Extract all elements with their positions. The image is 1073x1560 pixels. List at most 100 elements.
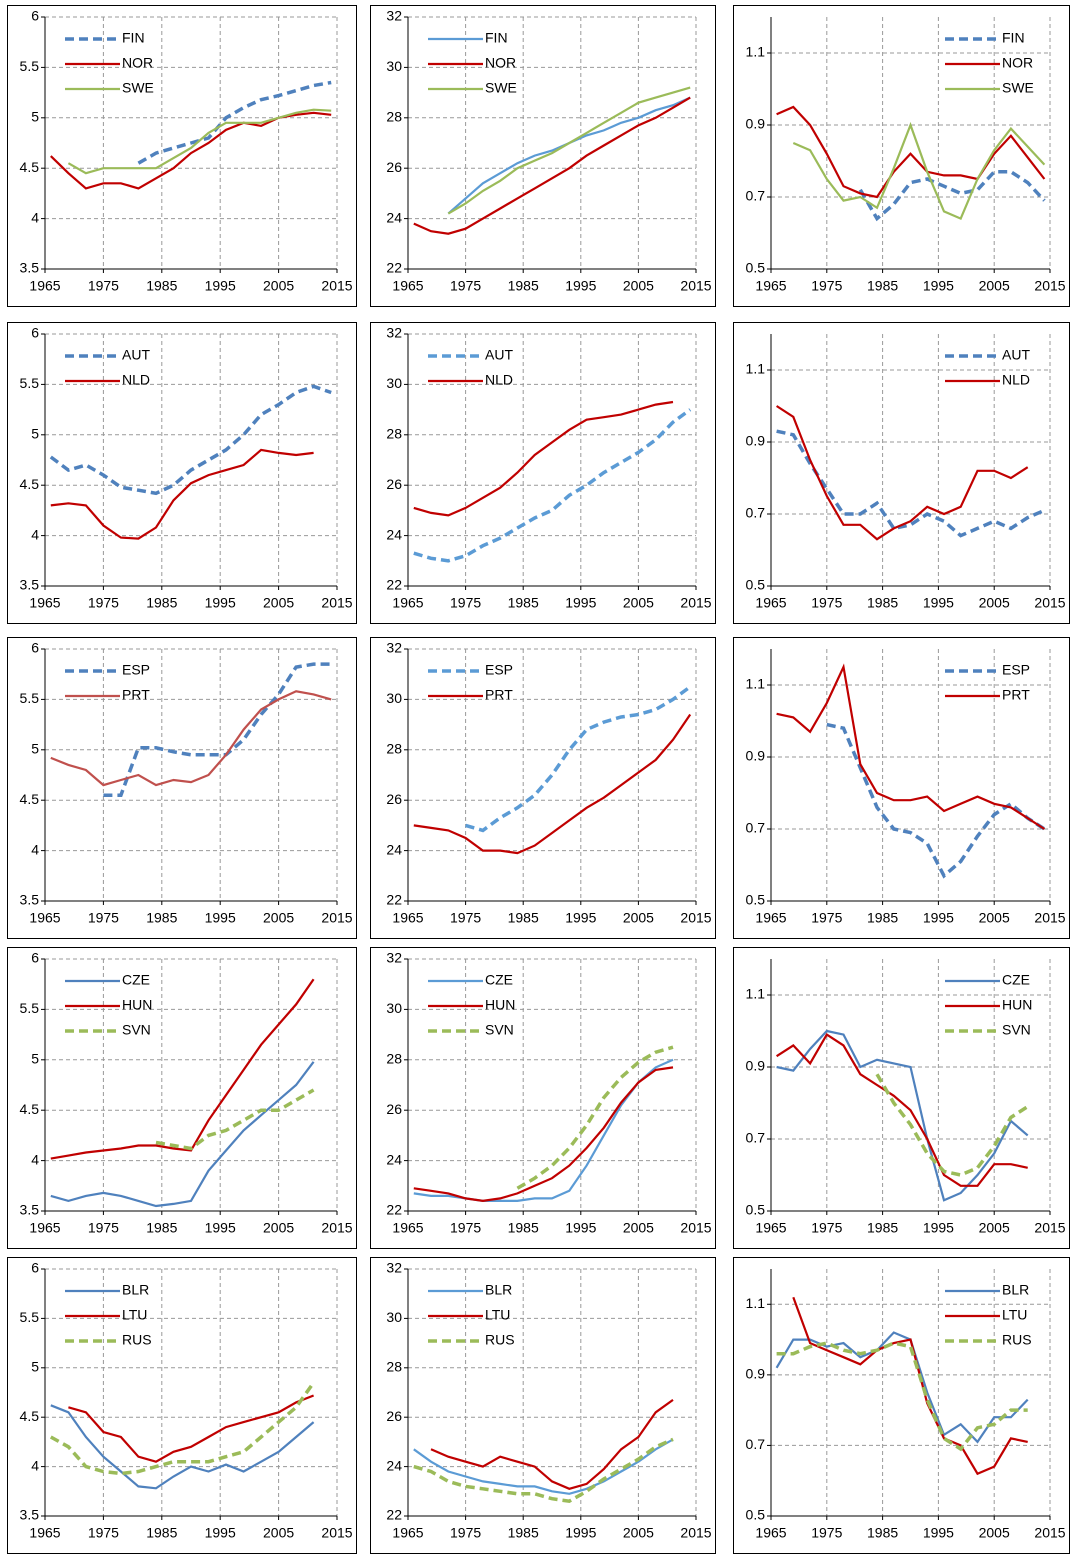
series-line: [155, 1088, 315, 1151]
y-tick-label: 4.5: [20, 476, 40, 492]
x-tick-label: 1975: [88, 595, 119, 611]
x-tick-label: 1995: [205, 910, 236, 926]
series-line: [776, 405, 1029, 541]
y-tick-label: 30: [386, 1309, 402, 1325]
legend-label: ESP: [122, 662, 150, 678]
panel-frame: [370, 1257, 716, 1554]
panel-frame: [733, 322, 1070, 624]
x-tick-label: 1985: [508, 595, 539, 611]
x-tick-label: 1975: [88, 278, 119, 294]
legend-label: RUS: [122, 1332, 152, 1348]
y-tick-label: 5.5: [20, 1309, 40, 1325]
legend-label: AUT: [122, 347, 150, 363]
series-line: [413, 713, 692, 855]
y-tick-label: 0.9: [746, 1058, 766, 1074]
y-tick-label: 32: [386, 1260, 402, 1276]
y-tick-label: 0.5: [746, 1202, 766, 1218]
x-tick-label: 2005: [979, 910, 1010, 926]
series-line: [413, 408, 692, 563]
y-tick-label: 32: [386, 640, 402, 656]
panel-frame: [370, 322, 716, 624]
y-tick-label: 4.5: [20, 1101, 40, 1117]
y-tick-label: 24: [386, 841, 402, 857]
legend-label: AUT: [485, 347, 513, 363]
y-tick-label: 30: [386, 1000, 402, 1016]
chart-panel: 22 24 26 28 30 32 1965 1975 1985 1995 2005 2015 BLR L…: [370, 1257, 716, 1554]
x-tick-label: 1965: [755, 910, 786, 926]
y-tick-label: 0.7: [746, 188, 766, 204]
x-tick-label: 2015: [321, 1220, 352, 1236]
x-tick-label: 1965: [29, 278, 60, 294]
series-line: [50, 448, 314, 540]
legend-label: FIN: [485, 30, 508, 46]
x-tick-label: 2015: [321, 910, 352, 926]
x-tick-label: 1975: [450, 1525, 481, 1541]
y-tick-label: 26: [386, 1408, 402, 1424]
series-line: [776, 429, 1046, 538]
legend-label: AUT: [1002, 347, 1030, 363]
x-tick-label: 2005: [979, 1220, 1010, 1236]
x-tick-label: 1965: [29, 595, 60, 611]
x-tick-label: 1985: [146, 910, 177, 926]
legend-label: RUS: [1002, 1332, 1032, 1348]
y-tick-label: 5: [31, 1359, 39, 1375]
panel-frame: [370, 637, 716, 939]
series-line: [776, 1029, 1029, 1202]
chart-panel: 3.5 4 4.5 5 5.5 6 1965 1975 1985 1995 2005 2015 BLR L…: [7, 1257, 357, 1554]
y-tick-label: 32: [386, 8, 402, 24]
x-tick-label: 1985: [508, 1220, 539, 1236]
legend-label: FIN: [1002, 30, 1025, 46]
legend-label: FIN: [122, 30, 145, 46]
x-tick-label: 1975: [450, 1220, 481, 1236]
x-tick-label: 2015: [1034, 1220, 1065, 1236]
y-tick-label: 1.1: [746, 1295, 766, 1311]
y-tick-label: 5.5: [20, 1000, 40, 1016]
y-tick-label: 24: [386, 526, 402, 542]
chart-panel: 0.5 0.7 0.9 1.1 1965 1975 1985 1995 2005 2015 ESP P…: [733, 637, 1070, 939]
y-tick-label: 0.5: [746, 892, 766, 908]
y-tick-label: 4.5: [20, 1408, 40, 1424]
series-line: [465, 685, 692, 833]
y-tick-label: 0.7: [746, 820, 766, 836]
y-tick-label: 22: [386, 1202, 402, 1218]
panel-frame: [733, 1257, 1070, 1554]
series-line: [103, 662, 332, 797]
x-tick-label: 2005: [979, 278, 1010, 294]
y-tick-label: 28: [386, 1359, 402, 1375]
legend-label: NOR: [122, 55, 153, 71]
panel-frame: [7, 5, 357, 307]
series-line: [776, 105, 1046, 199]
x-tick-label: 1975: [450, 595, 481, 611]
y-tick-label: 3.5: [20, 577, 40, 593]
y-tick-label: 4.5: [20, 159, 40, 175]
legend-label: LTU: [122, 1307, 147, 1323]
y-tick-label: 26: [386, 791, 402, 807]
x-tick-label: 2015: [321, 278, 352, 294]
y-tick-label: 28: [386, 1051, 402, 1067]
y-tick-label: 1.1: [746, 44, 766, 60]
panel-frame: [733, 5, 1070, 307]
legend-label: NLD: [1002, 372, 1030, 388]
y-tick-label: 1.1: [746, 361, 766, 377]
x-tick-label: 1995: [205, 278, 236, 294]
x-tick-label: 1985: [867, 278, 898, 294]
y-tick-label: 3.5: [20, 1202, 40, 1218]
y-tick-label: 28: [386, 741, 402, 757]
series-line: [413, 1066, 674, 1203]
x-tick-label: 2005: [263, 1220, 294, 1236]
chart-panel: 3.5 4 4.5 5 5.5 6 1965 1975 1985 1995 2005 2015 FIN N…: [7, 5, 357, 307]
legend-label: BLR: [1002, 1282, 1029, 1298]
x-tick-label: 1975: [811, 910, 842, 926]
y-tick-label: 28: [386, 426, 402, 442]
x-tick-label: 1985: [867, 1525, 898, 1541]
y-tick-label: 1.1: [746, 676, 766, 692]
y-tick-label: 22: [386, 260, 402, 276]
y-tick-label: 30: [386, 375, 402, 391]
panel-frame: [733, 947, 1070, 1249]
x-tick-label: 1975: [811, 595, 842, 611]
legend-label: BLR: [485, 1282, 512, 1298]
y-tick-label: 5: [31, 741, 39, 757]
x-tick-label: 1995: [565, 278, 596, 294]
y-tick-label: 5: [31, 109, 39, 125]
x-tick-label: 1985: [146, 1525, 177, 1541]
